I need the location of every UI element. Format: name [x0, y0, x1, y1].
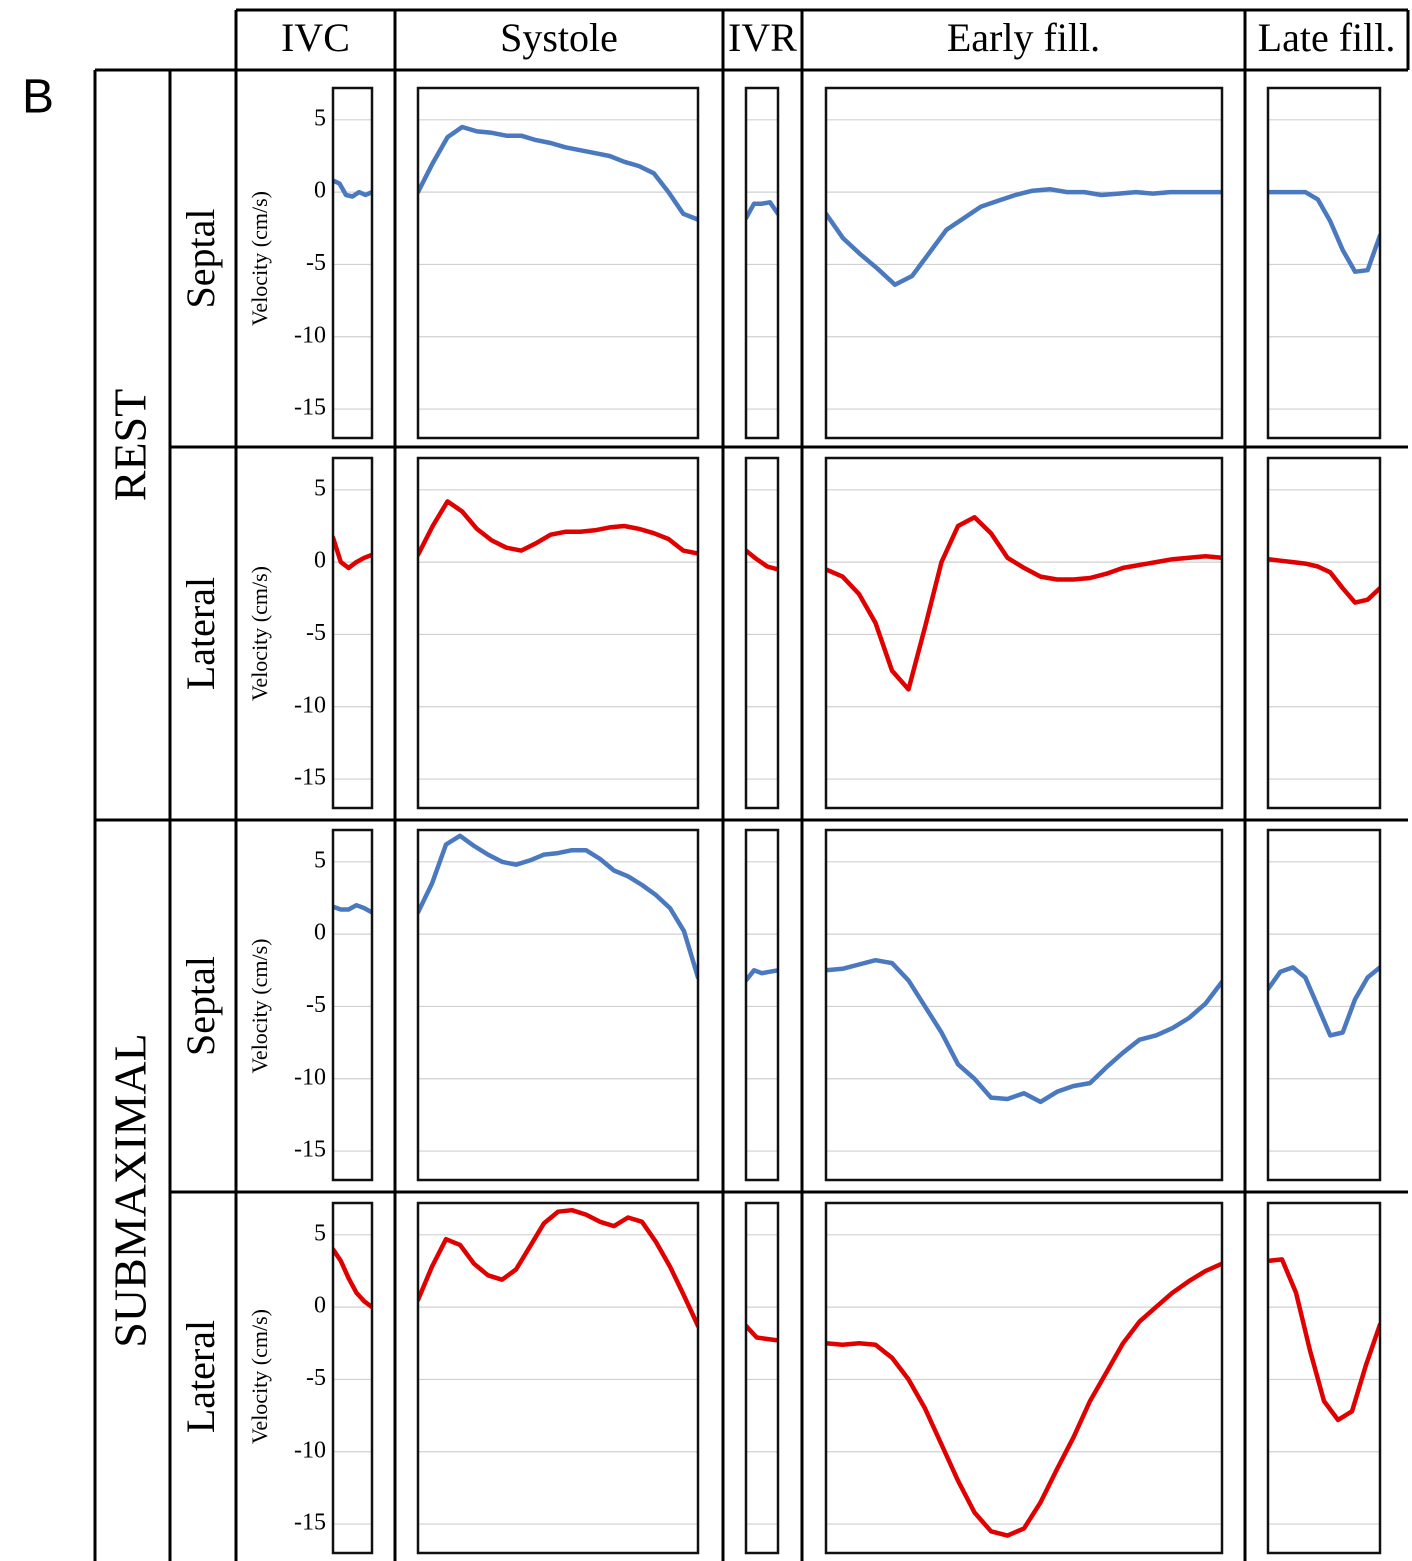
panel-box: [331, 1201, 374, 1555]
row-label: Lateral: [178, 577, 223, 690]
y-tick-label: -5: [306, 250, 326, 276]
velocity-curve: [418, 1207, 698, 1329]
velocity-curve: [826, 515, 1222, 692]
panel-box: [824, 1201, 1224, 1555]
velocity-curve: [333, 535, 372, 571]
velocity-curve: [333, 178, 372, 199]
panel-box: [744, 456, 780, 810]
panel-box: [1266, 1201, 1382, 1555]
velocity-curve: [1268, 189, 1380, 274]
y-tick-label: 5: [314, 847, 326, 873]
y-tick-label: -10: [294, 322, 326, 348]
panel-box: [824, 456, 1224, 810]
velocity-curve: [746, 968, 778, 983]
velocity-curve: [1268, 1257, 1380, 1423]
velocity-curve: [826, 1261, 1222, 1538]
velocity-curve: [826, 186, 1222, 287]
y-axis-label: Velocity (cm/s): [247, 1309, 272, 1444]
panel-box: [331, 456, 374, 810]
y-tick-label: -5: [306, 992, 326, 1018]
row-label: Septal: [178, 209, 223, 309]
velocity-curve: [746, 1323, 778, 1343]
frame: [93, 8, 1410, 1561]
velocity-curve: [418, 833, 698, 980]
panel-box: [416, 1201, 700, 1555]
y-tick-label: 0: [314, 548, 326, 574]
y-axis-label: Velocity (cm/s): [247, 566, 272, 701]
y-tick-label: -15: [294, 765, 326, 791]
panel-box: [331, 86, 374, 440]
panel-box: [744, 86, 780, 440]
column-header: Early fill.: [947, 15, 1100, 60]
panel-box: [824, 828, 1224, 1182]
y-tick-label: 0: [314, 178, 326, 204]
y-tick-label: -10: [294, 692, 326, 718]
column-header: IVR: [728, 15, 797, 60]
panel-box: [744, 1201, 780, 1555]
column-header: Systole: [500, 15, 618, 60]
y-tick-label: -5: [306, 620, 326, 646]
y-tick-label: 5: [314, 1220, 326, 1246]
panel-box: [1266, 828, 1382, 1182]
group-label: SUBMAXIMAL: [105, 1033, 156, 1347]
velocity-curve: [746, 200, 778, 221]
y-tick-label: -5: [306, 1365, 326, 1391]
y-axis-label: Velocity (cm/s): [247, 191, 272, 326]
velocity-curve: [418, 124, 698, 222]
velocity-curve: [333, 1247, 372, 1310]
panel-box: [416, 86, 700, 440]
panel-box: [416, 456, 700, 810]
row-label: Lateral: [178, 1320, 223, 1433]
y-tick-label: -15: [294, 1137, 326, 1163]
panel-box: [416, 828, 700, 1182]
y-tick-label: -10: [294, 1437, 326, 1463]
panel-box: [1266, 456, 1382, 810]
y-tick-label: -10: [294, 1064, 326, 1090]
velocity-curve: [1268, 556, 1380, 605]
velocity-curve: [826, 957, 1222, 1105]
row-label: Septal: [178, 956, 223, 1056]
panel-box: [744, 828, 780, 1182]
group-label: REST: [105, 389, 156, 501]
panel-box: [824, 86, 1224, 440]
velocity-curve: [746, 548, 778, 572]
y-tick-label: -15: [294, 1510, 326, 1536]
column-header: IVC: [281, 15, 350, 60]
y-axis-label: Velocity (cm/s): [247, 938, 272, 1073]
column-header: Late fill.: [1258, 15, 1396, 60]
y-tick-label: -15: [294, 395, 326, 421]
y-tick-label: 5: [314, 475, 326, 501]
y-tick-label: 0: [314, 1293, 326, 1319]
velocity-curve: [418, 499, 698, 558]
y-tick-label: 5: [314, 105, 326, 131]
panel-label: B: [22, 71, 54, 124]
panel-box: [1266, 86, 1382, 440]
velocity-curve: [1268, 965, 1380, 1038]
y-tick-label: 0: [314, 920, 326, 946]
panel-box: [331, 828, 374, 1182]
velocity-curve: [333, 902, 372, 915]
